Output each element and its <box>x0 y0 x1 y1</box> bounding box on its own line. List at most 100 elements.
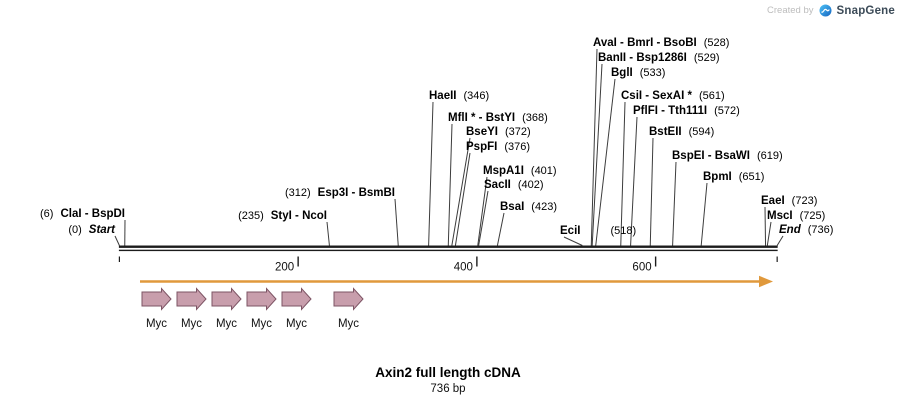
myc-tag-label: Myc <box>146 318 167 330</box>
site-position: (376) <box>504 141 530 153</box>
site-label[interactable]: End (736) <box>779 224 833 236</box>
myc-tag-label: Myc <box>338 318 359 330</box>
myc-tag-label: Myc <box>286 318 307 330</box>
site-position: (402) <box>518 179 544 191</box>
site-position: (572) <box>714 105 740 117</box>
ruler-tick-label: 200 <box>275 262 294 274</box>
site-enzyme-name: SacII <box>484 179 511 191</box>
site-labels[interactable]: (0) Start (6) ClaI - BspDI (235) StyI - NcoI (… <box>40 37 833 237</box>
site-enzyme-name: BanII - Bsp1286I <box>598 52 687 64</box>
site-enzyme-name: HaeII <box>429 90 457 102</box>
site-label[interactable]: PflFI - Tth111I (572) <box>633 105 740 117</box>
site-position: (725) <box>800 210 826 222</box>
site-label[interactable]: BseYI (372) <box>466 126 531 138</box>
site-enzyme-name: MspA1I <box>483 165 524 177</box>
site-connector <box>451 137 471 246</box>
site-position: (561) <box>699 90 725 102</box>
myc-tag-label: Myc <box>251 318 272 330</box>
myc-tag-arrow[interactable] <box>333 287 364 311</box>
site-position: (619) <box>757 150 783 162</box>
site-enzyme-name: PflFI - Tth111I <box>633 105 707 117</box>
myc-features[interactable]: Myc Myc Myc Myc Myc Myc <box>141 287 364 331</box>
site-label[interactable]: (312) Esp3I - BsmBI <box>285 187 395 199</box>
myc-tag-arrow[interactable] <box>176 287 207 311</box>
site-label[interactable]: MflI * - BstYI (368) <box>448 112 548 124</box>
site-connector <box>620 101 626 246</box>
myc-tag-arrow[interactable] <box>141 287 172 311</box>
site-connector <box>764 206 767 246</box>
site-enzyme-name: StyI - NcoI <box>271 210 327 222</box>
site-label[interactable]: BpmI (651) <box>703 171 764 183</box>
site-position: (401) <box>531 165 557 177</box>
site-label[interactable]: EciI (518) <box>560 225 636 237</box>
site-enzyme-name: Start <box>89 224 116 236</box>
map-length: 736 bp <box>430 383 465 395</box>
ruler-tick-label: 600 <box>632 262 651 274</box>
site-connector <box>563 236 583 246</box>
site-connector <box>447 123 453 246</box>
site-connector <box>595 78 616 246</box>
site-label[interactable]: BanII - Bsp1286I (529) <box>598 52 720 64</box>
myc-tag-arrow[interactable] <box>246 287 277 311</box>
site-connectors <box>114 48 784 246</box>
site-label[interactable]: PspFI (376) <box>466 141 530 153</box>
site-connector <box>649 137 654 246</box>
site-connector <box>700 182 708 246</box>
site-label[interactable]: (235) StyI - NcoI <box>238 210 327 222</box>
site-enzyme-name: BglI <box>611 67 633 79</box>
site-label[interactable]: (6) ClaI - BspDI <box>40 208 125 220</box>
site-label[interactable]: AvaI - BmrI - BsoBI (528) <box>593 37 729 49</box>
site-label[interactable]: BspEI - BsaWI (619) <box>672 150 783 162</box>
site-label[interactable]: MscI (725) <box>767 210 825 222</box>
site-label[interactable]: CsiI - SexAI * (561) <box>621 90 725 102</box>
site-connector <box>428 101 434 246</box>
site-connector <box>630 116 638 246</box>
site-position: (346) <box>464 90 490 102</box>
site-position: (594) <box>689 126 715 138</box>
ruler-tick-label: 400 <box>454 262 473 274</box>
site-position: (518) <box>610 225 636 237</box>
site-position: (0) <box>68 224 81 236</box>
site-enzyme-name: BpmI <box>703 171 732 183</box>
site-enzyme-name: End <box>779 224 802 236</box>
site-connector <box>776 235 784 246</box>
site-connector <box>326 221 330 246</box>
site-enzyme-name: CsiI - SexAI * <box>621 90 692 102</box>
myc-tag-arrow[interactable] <box>281 287 312 311</box>
site-label[interactable]: SacII (402) <box>484 179 544 191</box>
site-connector <box>496 212 505 246</box>
site-label[interactable]: EaeI (723) <box>761 195 817 207</box>
site-position: (736) <box>808 224 834 236</box>
site-position: (528) <box>704 37 730 49</box>
site-enzyme-name: ClaI - BspDI <box>60 208 125 220</box>
site-enzyme-name: BsaI <box>500 201 524 213</box>
snapgene-logo-icon <box>819 4 832 17</box>
site-position: (423) <box>531 201 557 213</box>
site-label[interactable]: (0) Start <box>68 224 116 236</box>
site-label[interactable]: HaeII (346) <box>429 90 489 102</box>
site-enzyme-name: Esp3I - BsmBI <box>318 187 395 199</box>
site-connector <box>454 152 471 246</box>
site-label[interactable]: BglI (533) <box>611 67 665 79</box>
site-enzyme-name: BstEII <box>649 126 682 138</box>
ruler-ticks: 200 400 600 <box>118 256 778 274</box>
site-connector <box>478 190 489 246</box>
site-enzyme-name: EaeI <box>761 195 785 207</box>
dna-bottom-strand <box>118 249 778 252</box>
myc-tag-arrow[interactable] <box>211 287 242 311</box>
site-position: (529) <box>694 52 720 64</box>
site-label[interactable]: BstEII (594) <box>649 126 714 138</box>
cdna-feature-arrow[interactable] <box>140 275 773 288</box>
site-label[interactable]: MspA1I (401) <box>483 165 557 177</box>
site-connector <box>394 198 399 246</box>
site-enzyme-name: MflI * - BstYI <box>448 112 515 124</box>
site-position: (723) <box>792 195 818 207</box>
branding-watermark: Created by SnapGene <box>767 4 895 17</box>
site-label[interactable]: BsaI (423) <box>500 201 557 213</box>
site-connector <box>766 221 772 246</box>
site-position: (372) <box>505 126 531 138</box>
site-connector <box>590 48 598 246</box>
site-enzyme-name: AvaI - BmrI - BsoBI <box>593 37 697 49</box>
site-enzyme-name: BseYI <box>466 126 498 138</box>
